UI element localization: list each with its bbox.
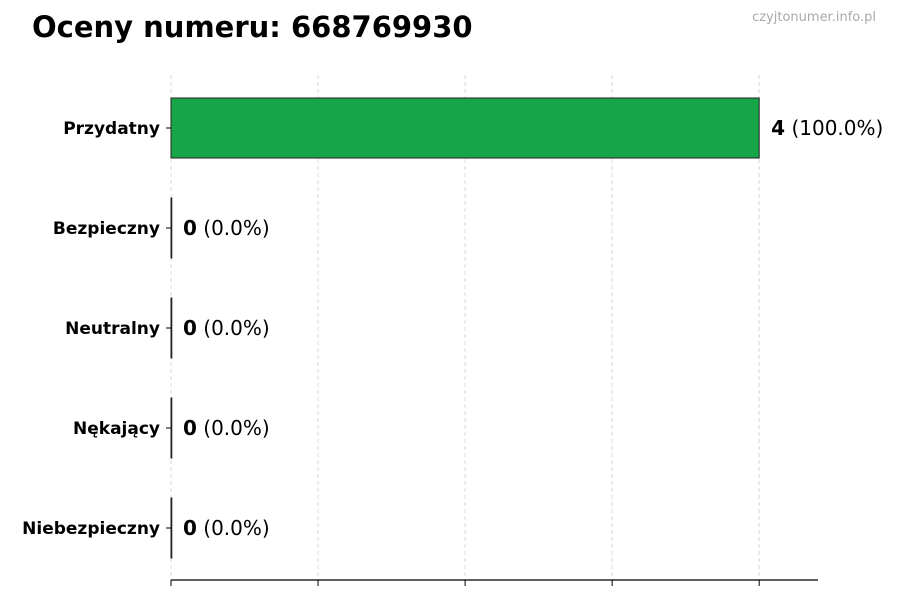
data-label: 0 (0.0%) [183,316,270,340]
chart-title: Oceny numeru: 668769930 [32,10,473,44]
y-tick-label: Neutralny [65,319,160,339]
data-value: 0 [183,416,197,440]
y-tick-label: Bezpieczny [53,219,160,239]
bar-nękający [170,397,173,459]
data-percent: (0.0%) [197,316,270,340]
y-tick-label: Niebezpieczny [22,519,160,539]
bar-przydatny [170,97,760,159]
bar-neutralny [170,297,173,359]
bar-niebezpieczny [170,497,173,559]
y-tick-label: Nękający [73,419,160,439]
data-value: 0 [183,516,197,540]
data-percent: (0.0%) [197,416,270,440]
data-value: 0 [183,316,197,340]
data-percent: (100.0%) [785,116,883,140]
data-label: 4 (100.0%) [771,116,883,140]
data-value: 0 [183,216,197,240]
y-tick-label: Przydatny [63,119,160,139]
data-value: 4 [771,116,785,140]
watermark: czyjtonumer.info.pl [752,10,876,25]
data-label: 0 (0.0%) [183,416,270,440]
data-percent: (0.0%) [197,516,270,540]
data-percent: (0.0%) [197,216,270,240]
data-label: 0 (0.0%) [183,516,270,540]
bar-bezpieczny [170,197,173,259]
data-label: 0 (0.0%) [183,216,270,240]
